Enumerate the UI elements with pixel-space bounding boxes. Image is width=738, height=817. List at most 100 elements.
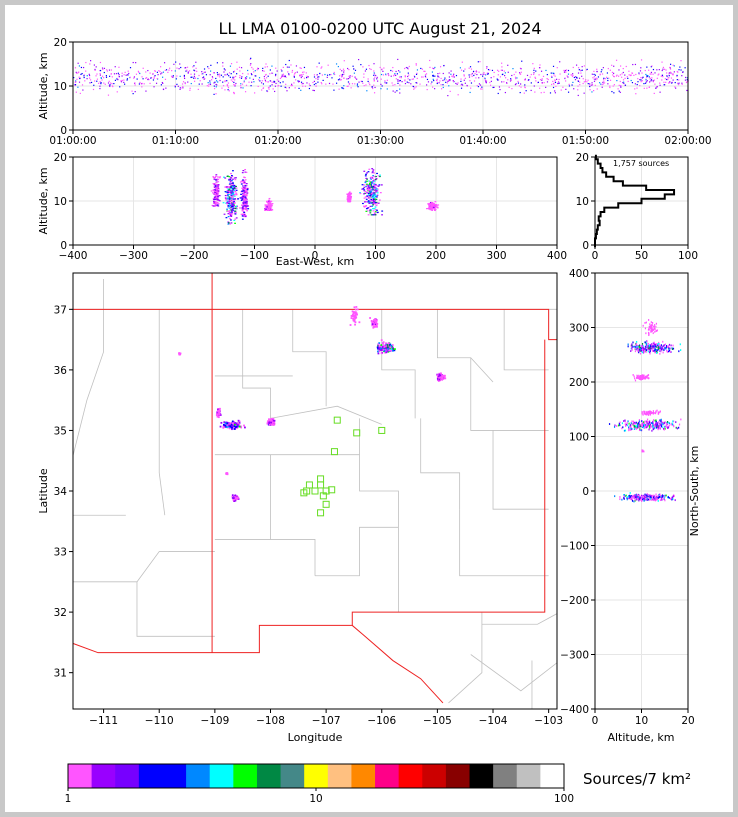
plan-view-source: [443, 376, 446, 379]
time-height-source: [180, 66, 182, 69]
time-height-source: [666, 75, 668, 77]
ew-height-source: [232, 188, 235, 191]
time-height-source: [208, 83, 210, 86]
time-height-source: [300, 89, 302, 91]
time-height-source: [598, 82, 601, 84]
ew-height-source: [267, 209, 270, 211]
ns-height-source: [640, 429, 642, 432]
ew-height-source: [367, 200, 370, 202]
ns-height-source: [644, 348, 646, 351]
lma-sensor-marker: [317, 475, 325, 483]
plan-view-source: [268, 421, 271, 424]
time-height-source: [523, 92, 525, 94]
time-height-source: [574, 79, 577, 81]
ew-height-source: [366, 185, 369, 187]
time-height-source: [282, 66, 284, 69]
ew-height-source: [371, 201, 374, 204]
ns-height-source: [647, 377, 649, 379]
time-height-source: [606, 76, 608, 78]
time-height-source: [196, 70, 198, 72]
plan-view-source: [444, 377, 447, 380]
ns-height-source: [654, 349, 656, 352]
ew-x-tick-label: −300: [119, 250, 148, 262]
ns-height-source: [636, 495, 638, 498]
time-height-source: [448, 85, 450, 87]
ew-height-source: [218, 177, 221, 179]
time-height-source: [272, 88, 274, 90]
plan-view-source: [226, 424, 228, 426]
time-height-source: [348, 75, 350, 78]
time-height-source: [391, 70, 394, 72]
ns-height-source: [646, 411, 648, 414]
ew-height-source: [240, 199, 243, 201]
ew-height-source: [267, 200, 270, 202]
time-height-source: [307, 76, 309, 78]
ew-height-source: [267, 202, 270, 204]
time-height-source: [457, 94, 459, 96]
plan-view-source: [266, 422, 269, 425]
lma-sensor-marker: [305, 481, 313, 489]
ns-height-source: [638, 494, 640, 497]
time-height-source: [500, 69, 502, 71]
ew-height-source: [267, 205, 270, 207]
time-height-source: [533, 69, 535, 71]
time-height-source: [474, 73, 476, 75]
time-height-source: [161, 81, 163, 84]
ns-height-source: [652, 348, 654, 351]
lma-sensor-marker: [300, 489, 308, 497]
ns-height-source: [640, 497, 642, 500]
ew-height-source: [243, 208, 246, 210]
time-height-source: [176, 67, 178, 69]
time-height-source: [541, 79, 543, 81]
plan-view-source: [390, 348, 393, 351]
ew-height-source: [368, 182, 371, 185]
ns-height-source: [638, 376, 641, 378]
time-height-source: [233, 76, 235, 78]
time-height-source: [577, 80, 579, 82]
time-height-source: [282, 73, 285, 75]
time-height-source: [554, 75, 556, 77]
ew-height-source: [215, 174, 218, 176]
ns-height-source: [656, 424, 658, 427]
time-height-source: [564, 69, 567, 72]
time-height-source: [652, 81, 654, 83]
time-height-source: [663, 81, 665, 83]
plan-view-source: [385, 347, 388, 349]
ns-height-source: [678, 423, 681, 426]
ns-height-source: [646, 494, 648, 497]
time-height-source: [293, 76, 295, 78]
ns-height-source: [652, 423, 654, 425]
ns-height-source: [619, 424, 621, 427]
ew-height-source: [230, 172, 232, 175]
time-height-source: [667, 77, 669, 79]
time-height-source: [447, 79, 450, 81]
ns-height-source: [661, 348, 663, 351]
plan-view-source: [440, 372, 442, 375]
ew-height-source: [270, 209, 273, 211]
plan-view-source: [352, 319, 355, 322]
ew-height-xlabel: East-West, km: [276, 255, 354, 268]
time-height-source: [553, 72, 555, 75]
ew-height-source: [244, 185, 247, 187]
time-height-source: [339, 75, 341, 77]
ns-height-source: [644, 327, 647, 330]
time-height-source: [634, 88, 636, 90]
time-height-source: [210, 79, 213, 81]
time-height-source: [212, 72, 215, 74]
ew-height-source: [230, 187, 233, 189]
time-height-source: [76, 78, 78, 80]
ns-height-source: [648, 421, 650, 424]
ew-height-source: [374, 214, 377, 216]
ns-height-source: [622, 426, 624, 429]
time-height-source: [138, 71, 140, 74]
plan-view-source: [379, 347, 382, 350]
time-height-source: [641, 72, 643, 74]
time-x-tick-label: 01:00:00: [49, 135, 96, 147]
ew-height-source: [265, 208, 267, 210]
ns-height-source: [642, 413, 644, 416]
ew-height-source: [265, 208, 268, 210]
ew-height-source: [347, 199, 349, 202]
ew-height-source: [226, 203, 228, 205]
time-height-source: [204, 71, 206, 73]
time-height-source: [148, 79, 150, 81]
